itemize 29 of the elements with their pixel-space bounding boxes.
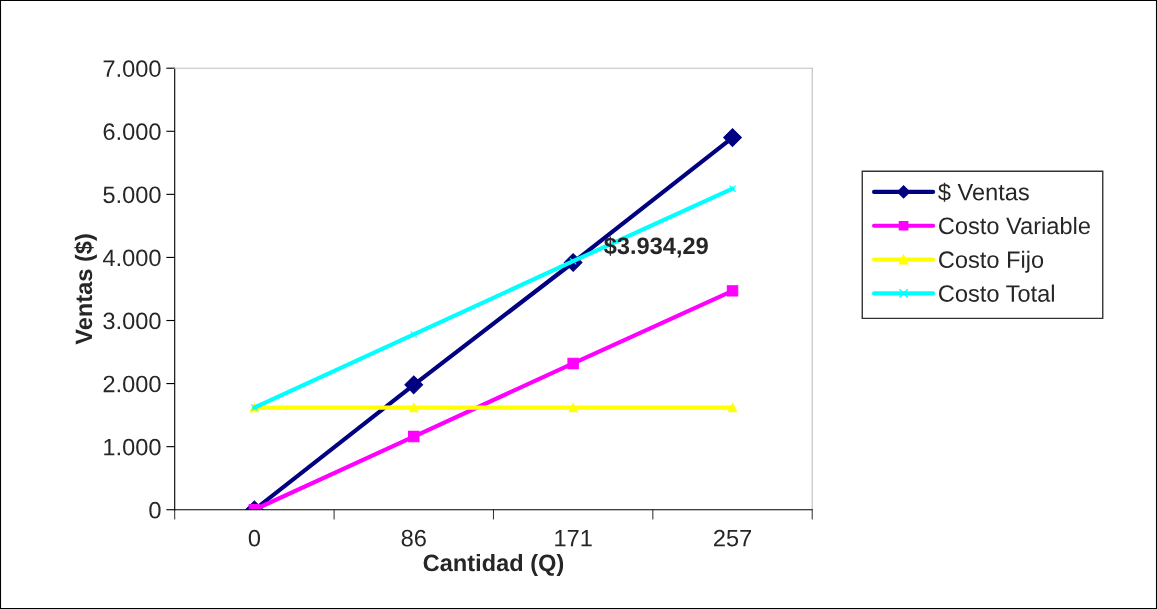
legend-label: Costo Total bbox=[939, 284, 1054, 302]
point bbox=[404, 375, 424, 395]
point bbox=[727, 402, 738, 413]
point bbox=[408, 430, 420, 443]
x-tick-label: 0 bbox=[248, 529, 261, 547]
legend-label: Costo Fijo bbox=[939, 250, 1044, 273]
point bbox=[568, 402, 578, 413]
x-axis-title: Cantidad (Q) bbox=[423, 553, 564, 576]
point bbox=[410, 330, 418, 339]
y-tick-label: 7.000 bbox=[103, 60, 161, 77]
y-tick-label: 0 bbox=[149, 501, 161, 519]
y-tick-label: 1.000 bbox=[104, 438, 161, 456]
x-tick-label: 86 bbox=[401, 529, 426, 547]
x-tick-label: 171 bbox=[555, 530, 592, 547]
y-tick-label: 5.000 bbox=[103, 186, 161, 204]
legend-label: $ Ventas bbox=[938, 182, 1029, 202]
line-series bbox=[250, 185, 737, 412]
y-axis-title: Ventas ($) bbox=[74, 234, 97, 345]
x-tick-label: 257 bbox=[714, 529, 752, 547]
point bbox=[726, 285, 739, 297]
annotation: $3.934,29 bbox=[604, 236, 708, 258]
y-tick-label: 6.000 bbox=[103, 123, 161, 141]
y-tick-label: 2.000 bbox=[103, 375, 161, 393]
y-tick-label: 3.000 bbox=[103, 312, 161, 330]
y-tick-label: 4.000 bbox=[102, 249, 161, 267]
legend-label: Costo Variable bbox=[939, 216, 1090, 235]
point bbox=[723, 128, 742, 147]
point bbox=[567, 357, 579, 370]
point bbox=[409, 402, 419, 413]
